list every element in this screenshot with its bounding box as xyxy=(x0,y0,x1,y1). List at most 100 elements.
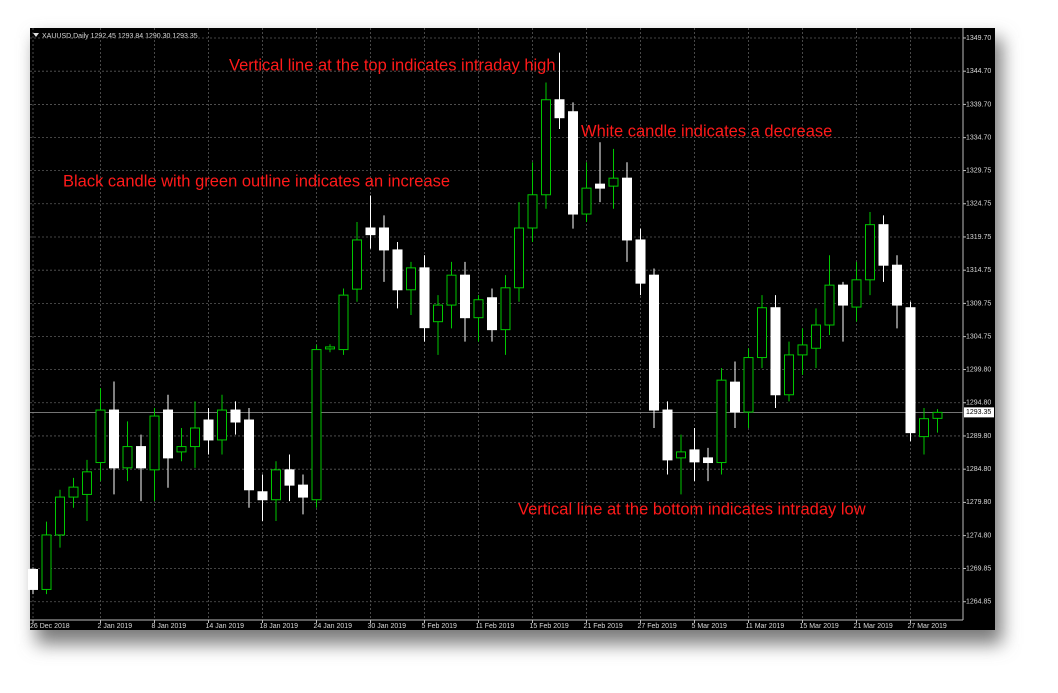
current-price-label: 1293.35 xyxy=(966,409,991,416)
annotation: Vertical line at the bottom indicates in… xyxy=(518,500,866,518)
candle-body xyxy=(541,99,551,196)
candle-body xyxy=(905,307,916,434)
y-tick-label: 1314.75 xyxy=(966,267,991,274)
y-tick-label: 1339.70 xyxy=(966,101,991,108)
annotation: Vertical line at the top indicates intra… xyxy=(229,56,556,74)
candle-body xyxy=(190,427,200,448)
candle-body xyxy=(446,274,457,306)
candle-body xyxy=(824,284,835,326)
y-tick-label: 1269.85 xyxy=(966,565,991,572)
x-tick-label: 5 Mar 2019 xyxy=(692,623,728,630)
candle-body xyxy=(770,307,781,396)
x-tick-label: 5 Feb 2019 xyxy=(422,623,458,630)
candle-body xyxy=(433,304,443,323)
x-tick-label: 11 Feb 2019 xyxy=(476,623,515,630)
candle-body xyxy=(662,409,673,461)
candle-body xyxy=(635,239,646,284)
candle-body xyxy=(797,344,808,356)
candle-body xyxy=(419,267,430,329)
y-tick-label: 1284.80 xyxy=(966,466,991,473)
x-tick-label: 27 Feb 2019 xyxy=(638,623,677,630)
x-tick-label: 27 Mar 2019 xyxy=(908,623,947,630)
candle-body xyxy=(352,239,362,290)
candle-body xyxy=(932,411,943,419)
candle-body xyxy=(892,264,902,306)
x-tick-label: 21 Feb 2019 xyxy=(584,623,623,630)
y-tick-label: 1279.80 xyxy=(966,499,991,506)
candle-body xyxy=(568,111,578,215)
y-tick-label: 1319.75 xyxy=(966,234,991,241)
candle-body xyxy=(595,183,605,189)
candle-body xyxy=(311,349,322,501)
candle-body xyxy=(676,451,686,459)
candle-body xyxy=(136,446,146,469)
candle-body xyxy=(109,409,119,469)
candle-body xyxy=(851,279,862,308)
y-tick-label: 1289.80 xyxy=(966,433,991,440)
y-tick-label: 1274.80 xyxy=(966,532,991,539)
candle-body xyxy=(379,227,389,251)
y-tick-label: 1299.80 xyxy=(966,366,991,373)
candle-body xyxy=(784,354,794,396)
annotation: Black candle with green outline indicate… xyxy=(63,172,450,190)
candle-body xyxy=(149,415,160,471)
candle-body xyxy=(622,177,632,241)
candle-body xyxy=(473,299,484,319)
current-price-box xyxy=(964,407,994,418)
chart-header: XAUUSD,Daily 1292.45 1293.84 1290.30 129… xyxy=(42,33,198,40)
x-tick-label: 14 Jan 2019 xyxy=(206,623,245,630)
annotation: White candle indicates a decrease xyxy=(581,122,832,140)
candle-body xyxy=(406,267,416,291)
candle-body xyxy=(460,274,470,319)
candle-body xyxy=(230,409,241,423)
candle-body xyxy=(257,491,268,501)
x-tick-label: 30 Jan 2019 xyxy=(368,623,407,630)
candle-body xyxy=(298,484,308,498)
candle-body xyxy=(757,307,767,359)
y-tick-label: 1264.85 xyxy=(966,599,991,606)
x-tick-label: 18 Jan 2019 xyxy=(260,623,299,630)
candle-body xyxy=(743,357,754,413)
candle-body xyxy=(689,449,700,463)
candle-body xyxy=(41,534,52,590)
candle-body xyxy=(392,249,403,291)
y-tick-label: 1294.80 xyxy=(966,400,991,407)
x-tick-label: 21 Mar 2019 xyxy=(854,623,893,630)
candle-body xyxy=(865,224,875,281)
candle-body xyxy=(554,99,565,119)
candle-body xyxy=(878,224,889,266)
candle-body xyxy=(95,409,106,464)
candle-body xyxy=(271,469,281,501)
y-tick-label: 1309.75 xyxy=(966,300,991,307)
x-tick-label: 15 Mar 2019 xyxy=(800,623,839,630)
candle-body xyxy=(649,274,659,411)
candle-body xyxy=(581,187,592,215)
candle-body xyxy=(338,294,349,351)
y-tick-label: 1324.75 xyxy=(966,201,991,208)
candle-body xyxy=(730,381,740,413)
candle-body xyxy=(608,177,619,187)
candle-body xyxy=(325,346,335,350)
candle-body xyxy=(244,419,254,491)
header-arrow xyxy=(33,33,39,37)
candle-body xyxy=(838,284,848,306)
x-tick-label: 8 Jan 2019 xyxy=(152,623,187,630)
candle-body xyxy=(487,297,497,331)
candle-body xyxy=(82,471,92,495)
candle-body xyxy=(527,194,538,229)
candle-body xyxy=(284,469,295,486)
y-tick-label: 1334.70 xyxy=(966,134,991,141)
candle-body xyxy=(55,496,65,536)
candle-body xyxy=(217,409,227,441)
candle-body xyxy=(365,227,376,236)
candle-body xyxy=(163,409,173,459)
x-tick-label: 15 Feb 2019 xyxy=(530,623,569,630)
y-tick-label: 1344.70 xyxy=(966,68,991,75)
x-tick-label: 26 Dec 2018 xyxy=(30,623,70,630)
candle-body xyxy=(919,418,929,438)
x-tick-label: 11 Mar 2019 xyxy=(746,623,785,630)
candle-body xyxy=(514,227,524,289)
candle-body xyxy=(703,457,713,464)
x-tick-label: 24 Jan 2019 xyxy=(314,623,353,630)
